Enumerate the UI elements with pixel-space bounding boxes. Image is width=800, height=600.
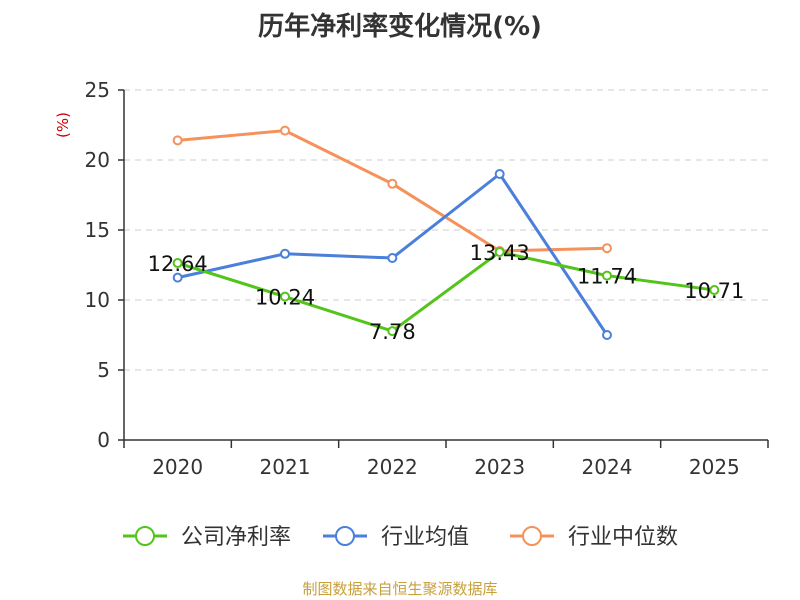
data-label: 7.78 (369, 320, 416, 344)
legend-label: 行业均值 (381, 525, 469, 550)
y-tick-label: 10 (85, 288, 110, 312)
data-point (494, 169, 505, 179)
data-point (709, 285, 720, 296)
legend-marker (522, 526, 542, 546)
series-line-0 (177, 250, 715, 333)
source-note: 制图数据来自恒生聚源数据库 (302, 580, 498, 598)
data-point (602, 270, 612, 281)
data-point (602, 243, 612, 254)
data-label: 10.24 (255, 286, 315, 310)
data-point (387, 178, 398, 189)
x-tick-label: 2023 (474, 455, 525, 479)
data-point (172, 272, 183, 283)
grid-lines (124, 89, 768, 371)
data-label: 10.71 (684, 279, 744, 303)
y-tick-label: 25 (85, 78, 110, 102)
y-axis-label: (%) (54, 112, 72, 138)
axes (118, 89, 769, 448)
data-point (602, 330, 612, 340)
legend-marker (335, 526, 355, 546)
y-tick-label: 20 (85, 148, 110, 172)
data-point (494, 246, 505, 257)
y-tick-label: 5 (97, 358, 110, 382)
series-lines (172, 125, 720, 340)
data-label: 12.64 (148, 252, 208, 276)
legend-label: 公司净利率 (181, 525, 291, 550)
x-tick-labels: 2020 2021 2022 2023 2024 2025 (152, 455, 740, 479)
data-point (280, 125, 290, 136)
legend-marker (135, 526, 155, 546)
legend: 公司净利率 行业均值 行业中位数 (123, 525, 678, 550)
y-tick-label: 0 (97, 428, 110, 452)
data-label: 11.74 (577, 265, 637, 289)
x-tick-label: 2025 (689, 455, 740, 479)
data-label: 13.43 (470, 241, 530, 265)
data-point (172, 135, 183, 146)
data-labels: 12.64 10.24 7.78 13.43 11.74 10.71 (148, 241, 745, 344)
x-tick-label: 2020 (152, 455, 203, 479)
series-line-2 (177, 129, 608, 253)
y-tick-label: 15 (85, 218, 110, 242)
data-point (280, 248, 290, 259)
x-tick-label: 2022 (367, 455, 418, 479)
y-tick-labels: 0 5 10 15 20 25 (85, 78, 110, 452)
x-tick-label: 2024 (582, 455, 633, 479)
data-point (387, 326, 398, 337)
data-point (172, 258, 183, 269)
legend-label: 行业中位数 (568, 525, 678, 550)
data-point (387, 253, 398, 263)
x-tick-label: 2021 (260, 455, 311, 479)
chart-title: 历年净利率变化情况(%) (258, 12, 542, 42)
data-point (280, 291, 290, 302)
